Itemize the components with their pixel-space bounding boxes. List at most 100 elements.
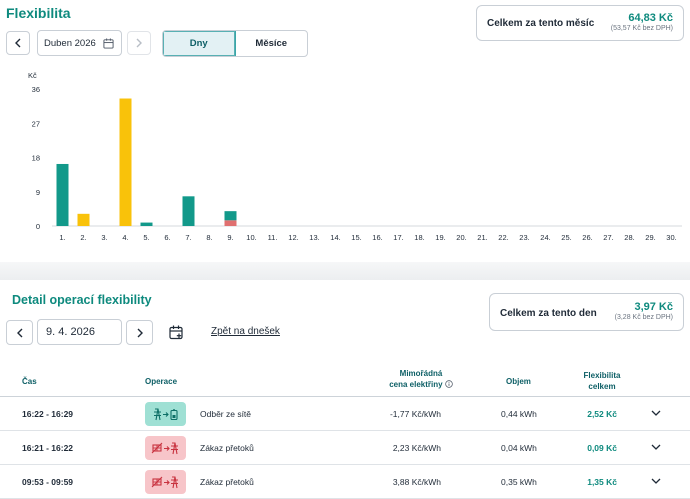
expand-chevron-icon[interactable]: [651, 409, 661, 417]
next-month-button[interactable]: [127, 31, 151, 55]
chart-bar: [224, 211, 237, 221]
x-tick-label: 21.: [477, 233, 487, 242]
calendar-icon: [103, 38, 114, 49]
next-day-button[interactable]: [126, 320, 153, 345]
x-tick-label: 17.: [393, 233, 403, 242]
y-axis-label: Kč: [28, 71, 37, 80]
calendar-add-icon[interactable]: [169, 325, 184, 340]
day-picker[interactable]: 9. 4. 2026: [37, 319, 122, 345]
no-export-icon: [151, 475, 178, 488]
chart-bar: [224, 220, 237, 226]
day-value: 9. 4. 2026: [46, 326, 95, 338]
chart-bar: [77, 213, 90, 226]
flexibility-bar-chart: Kč 0 9 18 27 36 1. 2. 3. 4. 5. 6. 7. 8. 9. 10. 11. 12. 13.…: [28, 71, 682, 242]
row-time: 16:22 - 16:29: [22, 409, 74, 419]
view-toggle: Dny Měsíce: [162, 30, 308, 57]
row-price: 3,88 Kč/kWh: [392, 477, 441, 487]
row-operation: Zákaz přetoků: [200, 477, 254, 487]
row-price: -1,77 Kč/kWh: [389, 409, 441, 419]
col-flex: Flexibilita celkem: [578, 370, 626, 392]
month-total-sub: (53,57 Kč bez DPH): [610, 25, 673, 32]
expand-chevron-icon[interactable]: [651, 477, 661, 485]
x-tick-label: 24.: [540, 233, 550, 242]
x-tick-label: 12.: [288, 233, 298, 242]
x-tick-label: 25.: [561, 233, 571, 242]
col-price: Mimořádná cena elektřiny: [376, 368, 466, 390]
grid-to-battery-icon: [153, 407, 178, 420]
x-tick-label: 18.: [414, 233, 424, 242]
expand-chevron-icon[interactable]: [651, 443, 661, 451]
operation-badge: [145, 436, 186, 460]
month-total-value: 64,83 Kč: [628, 12, 673, 24]
day-total-label: Celkem za tento den: [500, 308, 597, 319]
x-tick-label: 8.: [206, 233, 212, 242]
y-tick-label: 36: [32, 85, 40, 94]
x-tick-label: 23.: [519, 233, 529, 242]
chevron-right-icon: [137, 328, 143, 337]
operation-badge: [145, 402, 186, 426]
day-total-value: 3,97 Kč: [634, 301, 673, 313]
x-tick-label: 20.: [456, 233, 466, 242]
x-tick-label: 4.: [122, 233, 128, 242]
chevron-left-icon: [15, 38, 21, 48]
chart-bar: [182, 196, 195, 226]
col-volume: Objem: [506, 377, 531, 386]
back-to-today-link[interactable]: Zpět na dnešek: [211, 326, 280, 337]
x-tick-label: 16.: [372, 233, 382, 242]
x-tick-label: 19.: [435, 233, 445, 242]
table-row[interactable]: 16:22 - 16:29 Odběr ze sítě -1,77 Kč/kWh…: [0, 397, 690, 431]
x-tick-label: 28.: [624, 233, 634, 242]
col-time: Čas: [22, 377, 37, 386]
month-picker[interactable]: Duben 2026: [37, 30, 122, 56]
col-price-line2: cena elektřiny: [389, 380, 443, 389]
row-operation: Odběr ze sítě: [200, 409, 252, 419]
tab-months[interactable]: Měsíce: [255, 38, 288, 49]
x-tick-label: 27.: [603, 233, 613, 242]
row-volume: 0,35 kWh: [501, 477, 537, 487]
day-total-card: Celkem za tento den 3,97 Kč (3,28 Kč bez…: [489, 293, 684, 331]
x-tick-label: 2.: [80, 233, 86, 242]
y-tick-label: 9: [36, 188, 40, 197]
table-row[interactable]: 16:21 - 16:22 Zákaz přetoků 2,23 Kč/kWh …: [0, 431, 690, 465]
y-tick-label: 27: [32, 119, 40, 128]
operation-badge: [145, 470, 186, 494]
x-tick-label: 15.: [351, 233, 361, 242]
col-operation: Operace: [145, 377, 178, 386]
info-icon[interactable]: [445, 380, 453, 388]
table-header: Čas Operace Mimořádná cena elektřiny Obj…: [0, 366, 690, 397]
day-total-sub: (3,28 Kč bez DPH): [614, 314, 673, 321]
x-tick-label: 11.: [268, 233, 278, 242]
row-volume: 0,04 kWh: [501, 443, 537, 453]
col-price-line1: Mimořádná: [399, 369, 443, 378]
row-time: 16:21 - 16:22: [22, 443, 74, 453]
chevron-left-icon: [16, 328, 22, 337]
chart-bar: [140, 222, 153, 226]
x-tick-label: 5.: [143, 233, 149, 242]
x-tick-label: 10.: [246, 233, 256, 242]
chevron-right-icon: [136, 38, 142, 48]
chart-bar: [56, 163, 69, 226]
row-time: 09:53 - 09:59: [22, 477, 74, 487]
x-tick-label: 1.: [59, 233, 65, 242]
y-tick-label: 18: [32, 154, 40, 163]
row-flex: 0,09 Kč: [587, 443, 617, 453]
row-volume: 0,44 kWh: [501, 409, 537, 419]
x-tick-label: 7.: [185, 233, 191, 242]
x-tick-label: 14.: [330, 233, 340, 242]
x-tick-label: 22.: [498, 233, 508, 242]
table-row[interactable]: 09:53 - 09:59 Zákaz přetoků 3,88 Kč/kWh …: [0, 465, 690, 499]
col-price-line2-wrap: cena elektřiny: [376, 379, 466, 390]
prev-month-button[interactable]: [6, 31, 30, 55]
x-tick-label: 6.: [164, 233, 170, 242]
x-tick-label: 30.: [666, 233, 676, 242]
row-flex: 1,35 Kč: [587, 477, 617, 487]
x-tick-label: 9.: [227, 233, 233, 242]
month-total-label: Celkem za tento měsíc: [487, 18, 595, 29]
x-tick-label: 26.: [582, 233, 592, 242]
col-flex-line2: celkem: [588, 382, 616, 391]
prev-day-button[interactable]: [6, 320, 33, 345]
x-tick-label: 13.: [309, 233, 319, 242]
row-price: 2,23 Kč/kWh: [392, 443, 441, 453]
tab-days[interactable]: Dny: [163, 31, 236, 56]
row-flex: 2,52 Kč: [587, 409, 617, 419]
